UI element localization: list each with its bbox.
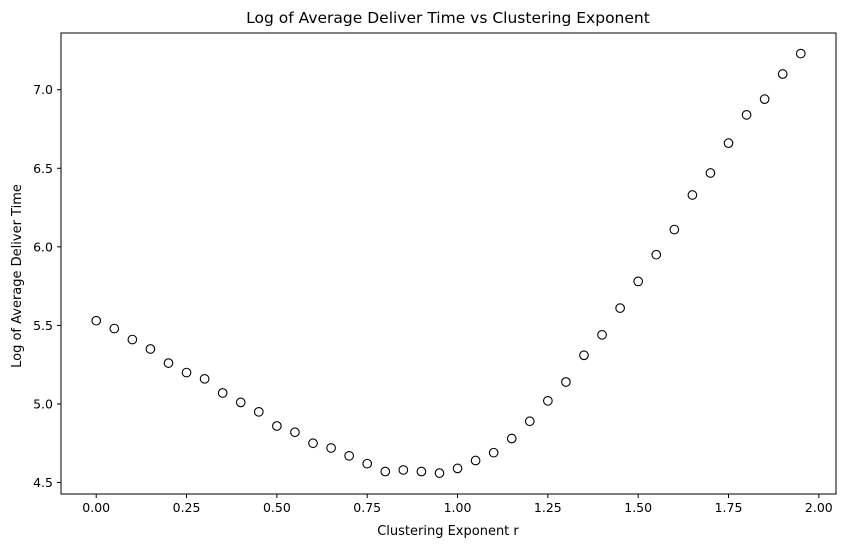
data-point — [181, 367, 192, 378]
data-point — [199, 373, 210, 384]
x-tick-label: 1.50 — [624, 500, 652, 515]
data-point — [795, 48, 806, 59]
data-point — [543, 395, 553, 406]
x-axis-ticks: 0.00 0.25 0.50 0.75 1.00 1.25 1.50 1.75 2.00 — [82, 494, 833, 515]
data-point — [561, 377, 571, 387]
data-points — [91, 48, 806, 478]
data-point — [308, 438, 318, 449]
data-point — [380, 466, 391, 477]
data-point — [398, 465, 409, 475]
x-axis-label: Clustering Exponent r — [377, 524, 519, 539]
data-point — [253, 406, 264, 417]
data-point — [777, 69, 788, 79]
data-point — [669, 224, 680, 235]
x-tick-label: 0.25 — [173, 500, 201, 515]
data-point — [597, 329, 607, 340]
data-point — [290, 427, 300, 438]
x-tick-label: 0.50 — [263, 500, 291, 515]
y-axis-label: Log of Average Deliver Time — [10, 184, 25, 368]
data-point — [759, 94, 770, 104]
y-tick-label: 5.5 — [33, 318, 53, 333]
data-point — [615, 303, 625, 313]
x-tick-label: 1.75 — [715, 500, 743, 515]
data-point — [127, 334, 138, 345]
data-point — [272, 421, 282, 431]
data-point — [452, 463, 463, 474]
data-point — [217, 388, 228, 398]
data-point — [651, 249, 662, 260]
y-axis-ticks: 4.5 5.0 5.5 6.0 6.5 7.0 — [33, 82, 61, 490]
x-tick-label: 0.00 — [82, 500, 110, 515]
data-point — [344, 450, 354, 461]
data-point — [705, 168, 716, 178]
data-point — [579, 350, 589, 361]
data-point — [470, 455, 481, 466]
plot-area — [60, 32, 837, 495]
data-point — [524, 416, 535, 427]
data-point — [163, 358, 174, 368]
data-point — [434, 468, 445, 478]
y-tick-label: 7.0 — [33, 82, 53, 97]
x-tick-label: 2.00 — [805, 500, 833, 515]
data-point — [741, 110, 752, 120]
data-point — [416, 466, 427, 477]
data-point — [488, 447, 499, 458]
data-point — [235, 397, 246, 408]
data-point — [723, 138, 734, 148]
y-tick-label: 5.0 — [33, 396, 53, 411]
data-point — [362, 458, 373, 469]
data-point — [633, 276, 644, 287]
data-point — [145, 344, 156, 354]
y-tick-label: 6.0 — [33, 239, 53, 254]
data-point — [109, 323, 120, 334]
x-tick-label: 1.00 — [444, 500, 472, 515]
y-tick-label: 6.5 — [33, 161, 53, 176]
x-tick-label: 1.25 — [534, 500, 562, 515]
data-point — [326, 443, 336, 453]
data-point — [506, 433, 517, 444]
chart-title: Log of Average Deliver Time vs Clusterin… — [246, 9, 650, 27]
plot-frame — [60, 32, 837, 495]
data-point — [91, 315, 102, 326]
data-point — [687, 190, 698, 200]
y-tick-label: 4.5 — [33, 475, 53, 490]
x-tick-label: 0.75 — [353, 500, 381, 515]
